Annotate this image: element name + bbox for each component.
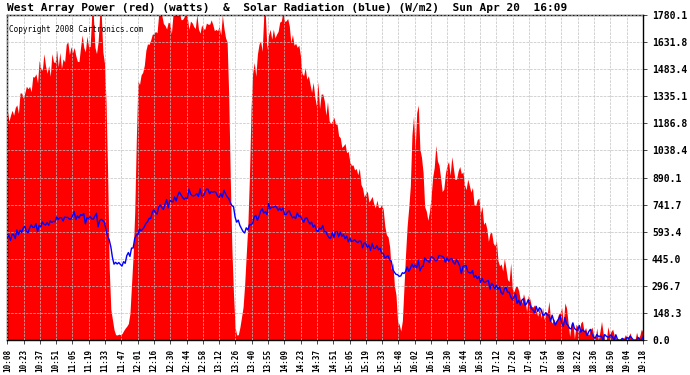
Text: West Array Power (red) (watts)  &  Solar Radiation (blue) (W/m2)  Sun Apr 20  16: West Array Power (red) (watts) & Solar R… <box>8 3 568 13</box>
Text: Copyright 2008 Cartronics.com: Copyright 2008 Cartronics.com <box>8 25 143 34</box>
